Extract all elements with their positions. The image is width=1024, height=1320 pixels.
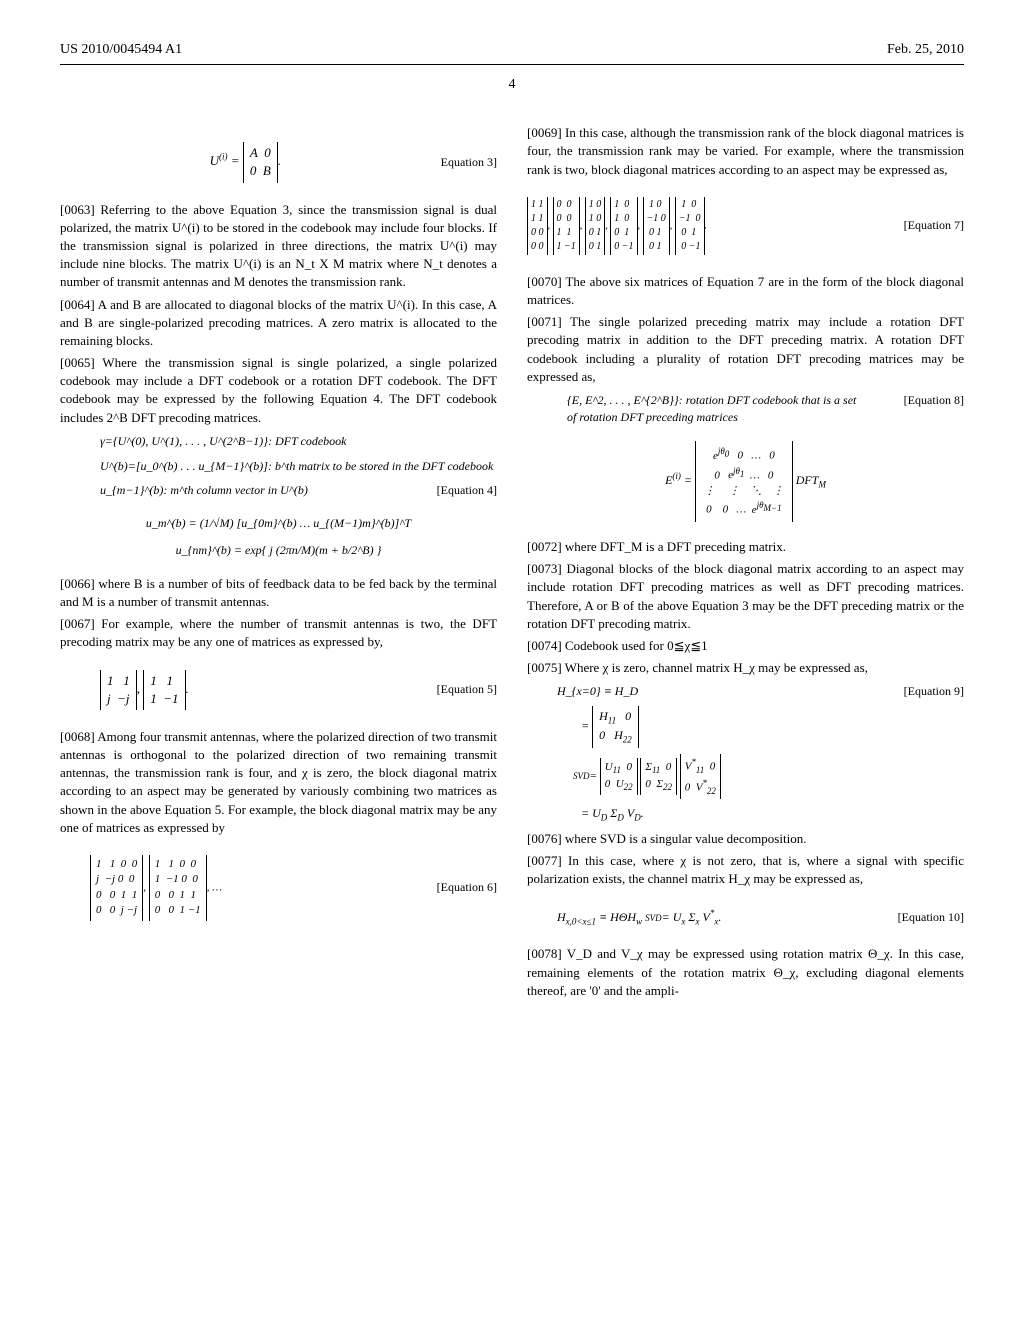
para-0071: [0071] The single polarized preceding ma… xyxy=(527,313,964,386)
header-left: US 2010/0045494 A1 xyxy=(60,40,182,60)
eq8-block: {E, E^2, . . . , E^{2^B}}: rotation DFT … xyxy=(567,392,964,426)
para-0066: [0066] where B is a number of bits of fe… xyxy=(60,575,497,611)
equation-10: Hx,0<x≤1 ≡ HΘHw SVD= Ux Σx V*x. [Equatio… xyxy=(527,907,964,928)
right-column: [0069] In this case, although the transm… xyxy=(527,124,964,1004)
eq6-content: 1 1 0 0 j −j 0 0 0 0 1 1 0 0 j −j , 1 1 … xyxy=(60,855,427,921)
eq9-line1: H_{x=0} ≡ H_D xyxy=(557,683,638,700)
para-0077: [0077] In this case, where χ is not zero… xyxy=(527,852,964,888)
eq10-label: [Equation 10] xyxy=(888,909,964,926)
content-columns: U(i) = A 0 0 B . Equation 3] [0063] Refe… xyxy=(60,124,964,1004)
para-0073: [0073] Diagonal blocks of the block diag… xyxy=(527,560,964,633)
page-number: 4 xyxy=(60,75,964,95)
eq4b-line2: u_{nm}^(b) = exp{ j (2πn/M)(m + b/2^B) } xyxy=(60,542,497,559)
eq7-content: 1 11 10 00 0 , 0 00 01 11 −1 , 1 01 00 1… xyxy=(527,197,894,255)
eq4-line2: U^(b)=[u_0^(b) . . . u_{M−1}^(b)]: b^th … xyxy=(100,458,497,475)
eq4-block: γ={U^(0), U^(1), . . . , U^(2^B−1)}: DFT… xyxy=(100,433,497,499)
para-0074: [0074] Codebook used for 0≦χ≦1 xyxy=(527,637,964,655)
eq8-matrix: E(i) = ejθ0 0 … 0 0 ejθ1 … 0 ⋮ ⋮ ⋱ ⋮ 0 0… xyxy=(527,441,964,522)
para-0075: [0075] Where χ is zero, channel matrix H… xyxy=(527,659,964,677)
eq4-label: [Equation 4] xyxy=(427,482,497,499)
eq7-label: [Equation 7] xyxy=(894,217,964,234)
para-0069: [0069] In this case, although the transm… xyxy=(527,124,964,179)
left-column: U(i) = A 0 0 B . Equation 3] [0063] Refe… xyxy=(60,124,497,1004)
eq4-line1: γ={U^(0), U^(1), . . . , U^(2^B−1)}: DFT… xyxy=(100,433,497,450)
para-0063: [0063] Referring to the above Equation 3… xyxy=(60,201,497,292)
para-0067: [0067] For example, where the number of … xyxy=(60,615,497,651)
equation-5: 1 1 j −j , 1 1 1 −1 . [Equation 5] xyxy=(60,670,497,710)
eq8-line1: {E, E^2, . . . , E^{2^B}}: rotation DFT … xyxy=(567,392,865,426)
eq9-line4: = UD ΣD VD. xyxy=(557,805,964,824)
eq10-content: Hx,0<x≤1 ≡ HΘHw SVD= Ux Σx V*x. xyxy=(527,907,888,928)
eq5-label: [Equation 5] xyxy=(427,681,497,698)
eq5-content: 1 1 j −j , 1 1 1 −1 . xyxy=(60,670,427,710)
eq4-line3: u_{m−1}^(b): m^th column vector in U^(b) xyxy=(100,482,308,499)
para-0065: [0065] Where the transmission signal is … xyxy=(60,354,497,427)
para-0064: [0064] A and B are allocated to diagonal… xyxy=(60,296,497,351)
eq9-label: [Equation 9] xyxy=(894,683,964,700)
para-0070: [0070] The above six matrices of Equatio… xyxy=(527,273,964,309)
para-0072: [0072] where DFT_M is a DFT preceding ma… xyxy=(527,538,964,556)
eq4b-block: u_m^(b) = (1/√M) [u_{0m}^(b) … u_{(M−1)m… xyxy=(60,515,497,559)
equation-3: U(i) = A 0 0 B . Equation 3] xyxy=(60,142,497,182)
eq4b-line1: u_m^(b) = (1/√M) [u_{0m}^(b) … u_{(M−1)m… xyxy=(60,515,497,532)
eq3-label: Equation 3] xyxy=(431,154,497,171)
para-0078: [0078] V_D and V_χ may be expressed usin… xyxy=(527,945,964,1000)
equation-7: 1 11 10 00 0 , 0 00 01 11 −1 , 1 01 00 1… xyxy=(527,197,964,255)
header-right: Feb. 25, 2010 xyxy=(887,40,964,60)
para-0076: [0076] where SVD is a singular value dec… xyxy=(527,830,964,848)
eq9-block: H_{x=0} ≡ H_D [Equation 9] = H11 0 0 H22… xyxy=(557,683,964,824)
eq3-content: U(i) = A 0 0 B . xyxy=(60,142,431,182)
eq6-label: [Equation 6] xyxy=(427,879,497,896)
eq8-label: [Equation 8] xyxy=(894,392,964,409)
page-header: US 2010/0045494 A1 Feb. 25, 2010 xyxy=(60,40,964,65)
para-0068: [0068] Among four transmit antennas, whe… xyxy=(60,728,497,837)
equation-6: 1 1 0 0 j −j 0 0 0 0 1 1 0 0 j −j , 1 1 … xyxy=(60,855,497,921)
